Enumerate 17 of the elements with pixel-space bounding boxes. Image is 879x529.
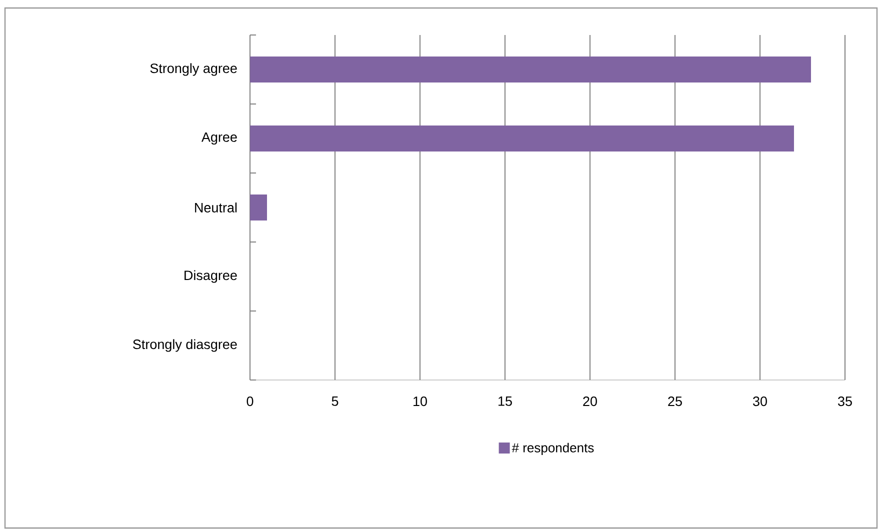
x-tick-label: 5 <box>332 396 338 406</box>
y-tick-label: Disagree <box>184 270 237 283</box>
bar <box>250 56 811 82</box>
legend-label: # respondents <box>512 442 594 455</box>
x-tick-label: 15 <box>498 396 512 406</box>
x-tick-label: 0 <box>246 396 254 406</box>
bar <box>250 125 794 152</box>
y-tick-label: Agree <box>201 132 237 145</box>
x-tick-label: 20 <box>583 396 597 406</box>
x-tick-label: 35 <box>838 396 852 406</box>
y-tick-label: Neutral <box>195 202 237 212</box>
x-tick-label: 10 <box>414 396 427 406</box>
x-tick-label: 25 <box>668 396 682 406</box>
bar <box>250 194 268 220</box>
y-tick-label: Strongly agree <box>150 63 237 76</box>
x-tick-label: 30 <box>753 396 767 406</box>
y-tick-label: Strongly diasgree <box>133 339 237 352</box>
